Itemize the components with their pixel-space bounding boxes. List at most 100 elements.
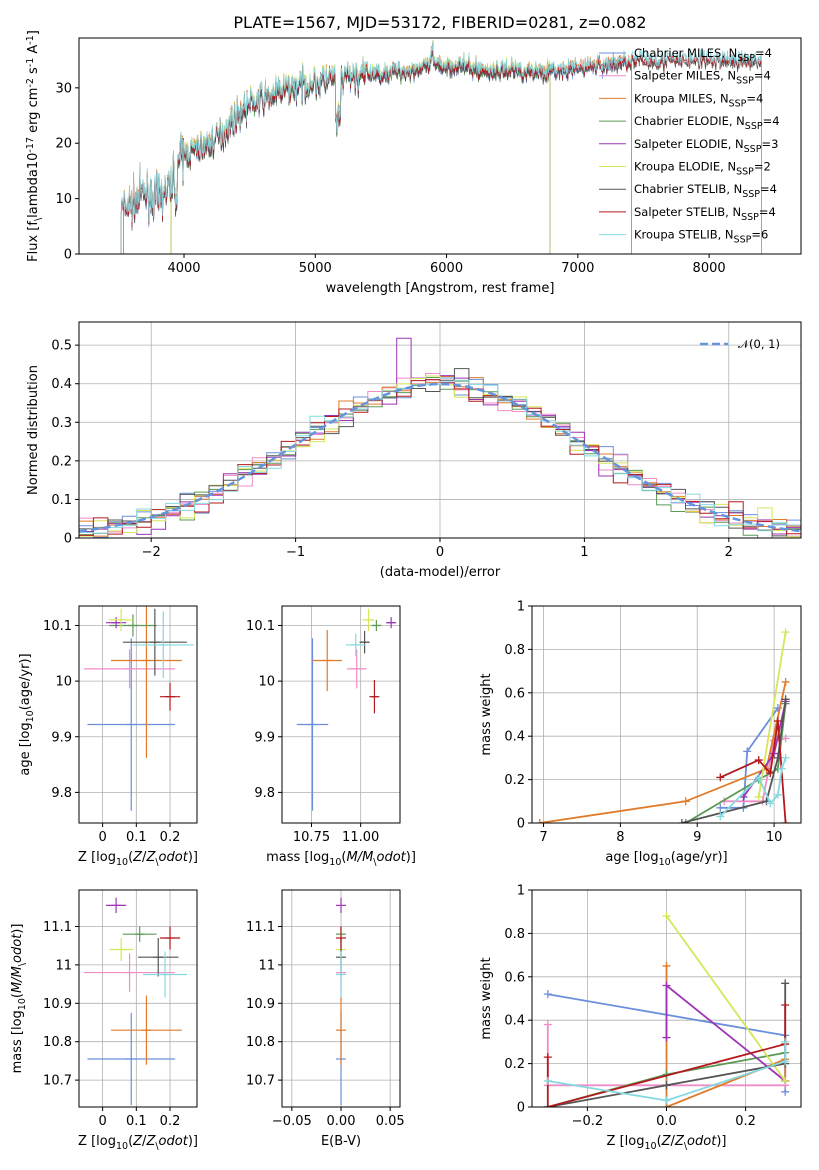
label-part: A — [26, 45, 41, 58]
series-point — [543, 1103, 552, 1107]
histogram-kroupa-stelib — [79, 379, 801, 538]
label-part: Chabrier ELODIE, N — [634, 114, 745, 128]
y-tick-label: 9.8 — [51, 786, 72, 801]
label-part: Salpeter STELIB, N — [634, 205, 741, 219]
x-tick-label: 9 — [693, 830, 701, 845]
plot-area — [84, 897, 187, 1106]
series-point — [781, 734, 790, 743]
label-part: Chabrier STELIB, N — [634, 182, 742, 196]
point-salpeter-miles — [346, 649, 367, 689]
series-line — [720, 707, 779, 809]
series-line — [757, 631, 787, 798]
axes-frame — [78, 37, 802, 255]
y-tick-label: 0.6 — [504, 686, 525, 701]
label-part: )] — [10, 924, 25, 934]
plot-area — [336, 897, 346, 1106]
x-axis-label: (data-model)/error — [380, 565, 501, 580]
label-part: s — [26, 67, 41, 78]
label-part: / — [142, 850, 147, 865]
label-part: 10 — [644, 1141, 656, 1152]
series-line — [685, 703, 787, 823]
series-point — [543, 990, 552, 999]
label-part: \ — [155, 857, 159, 868]
x-tick-label: 8 — [616, 830, 624, 845]
y-tick-label: 0 — [517, 817, 525, 832]
series-point — [781, 628, 790, 637]
x-tick-label: 11.00 — [342, 830, 379, 845]
label-part: ( — [18, 705, 33, 710]
y-tick-label: 0.8 — [504, 643, 525, 658]
y-tick-label: 20 — [55, 137, 72, 152]
label-part: =4 — [754, 69, 771, 83]
y-axis-label: mass weight — [479, 957, 494, 1039]
y-tick-label: 10.8 — [43, 1035, 72, 1050]
y-tick-label: 1 — [517, 600, 525, 615]
y-tick-label: 0 — [64, 532, 72, 547]
y-tick-label: 11 — [55, 958, 72, 973]
label-part: Z — [674, 1134, 685, 1149]
label-part: 10 — [17, 998, 28, 1010]
series-point — [543, 1053, 552, 1062]
legend-label: Kroupa ELODIE, NSSP=2 — [634, 160, 771, 178]
label-part: =4 — [763, 114, 780, 128]
label-part: ( — [10, 993, 25, 998]
y-axis-label: Normed distribution — [26, 365, 41, 495]
label-part: \ — [684, 1141, 688, 1152]
y-tick-label: 0.3 — [51, 416, 72, 431]
y-tick-label: 0.1 — [51, 493, 72, 508]
y-tick-label: 0.2 — [504, 773, 525, 788]
y-tick-label: 9.8 — [254, 786, 275, 801]
point-salpeter-elodie — [336, 897, 346, 914]
point-chabrier-stelib — [138, 938, 179, 977]
y-tick-label: 0.8 — [504, 927, 525, 942]
label-part: wavelength [Angstrom, rest frame] — [326, 281, 555, 296]
series-point — [662, 1096, 671, 1105]
label-part: ] — [26, 30, 41, 35]
label-part: )] — [406, 850, 416, 865]
point-salpeter-elodie — [105, 897, 127, 914]
label-part: SSP — [734, 235, 752, 246]
y-tick-label: 10.9 — [246, 997, 275, 1012]
plot-area — [120, 39, 762, 254]
x-tick-label: 10.75 — [293, 830, 330, 845]
grid — [79, 606, 197, 823]
point-kroupa-elodie — [109, 608, 133, 632]
series-point — [543, 1020, 552, 1029]
y-tick-label: 30 — [55, 81, 72, 96]
series-salpeter-stelib — [716, 717, 790, 823]
y-tick-label: 10 — [55, 675, 72, 690]
label-part: Normed distribution — [26, 365, 41, 495]
axes-frame — [78, 889, 198, 1108]
label-part: odot — [159, 1134, 189, 1149]
label-part: Z — [132, 850, 143, 865]
y-tick-label: 0.6 — [504, 970, 525, 985]
legend-label: Chabrier MILES, NSSP=4 — [634, 46, 772, 64]
histogram-chabrier-stelib — [79, 368, 801, 538]
x-axis-label: Z [log10(Z/Z\odot)] — [78, 850, 198, 868]
series-kroupa-miles — [662, 961, 790, 1107]
y-tick-label: 0.2 — [51, 454, 72, 469]
x-tick-label: 2 — [725, 545, 733, 560]
point-kroupa-stelib — [132, 611, 194, 679]
series-point — [781, 753, 790, 762]
x-tick-label: 1 — [580, 545, 588, 560]
plot-area — [543, 912, 790, 1107]
x-tick-label: −0.2 — [572, 1114, 604, 1129]
point-kroupa-stelib — [345, 633, 366, 657]
series-point — [662, 1033, 671, 1042]
label-part: mass [log — [266, 850, 329, 865]
label-part: ( — [657, 1134, 662, 1149]
x-tick-label: −0.05 — [272, 1114, 312, 1129]
y-axis-label: Flux [f\lambda10-17 erg cm-2 s-1 A-1] — [25, 30, 44, 262]
x-tick-label: 8000 — [693, 261, 726, 276]
series-point — [662, 981, 671, 990]
label-part: =6 — [751, 228, 768, 242]
x-tick-label: 5000 — [299, 261, 332, 276]
y-tick-label: 0.4 — [51, 377, 72, 392]
y-tick-label: 9.9 — [254, 730, 275, 745]
point-kroupa-miles — [312, 629, 342, 692]
label-part: 10 — [116, 1141, 128, 1152]
